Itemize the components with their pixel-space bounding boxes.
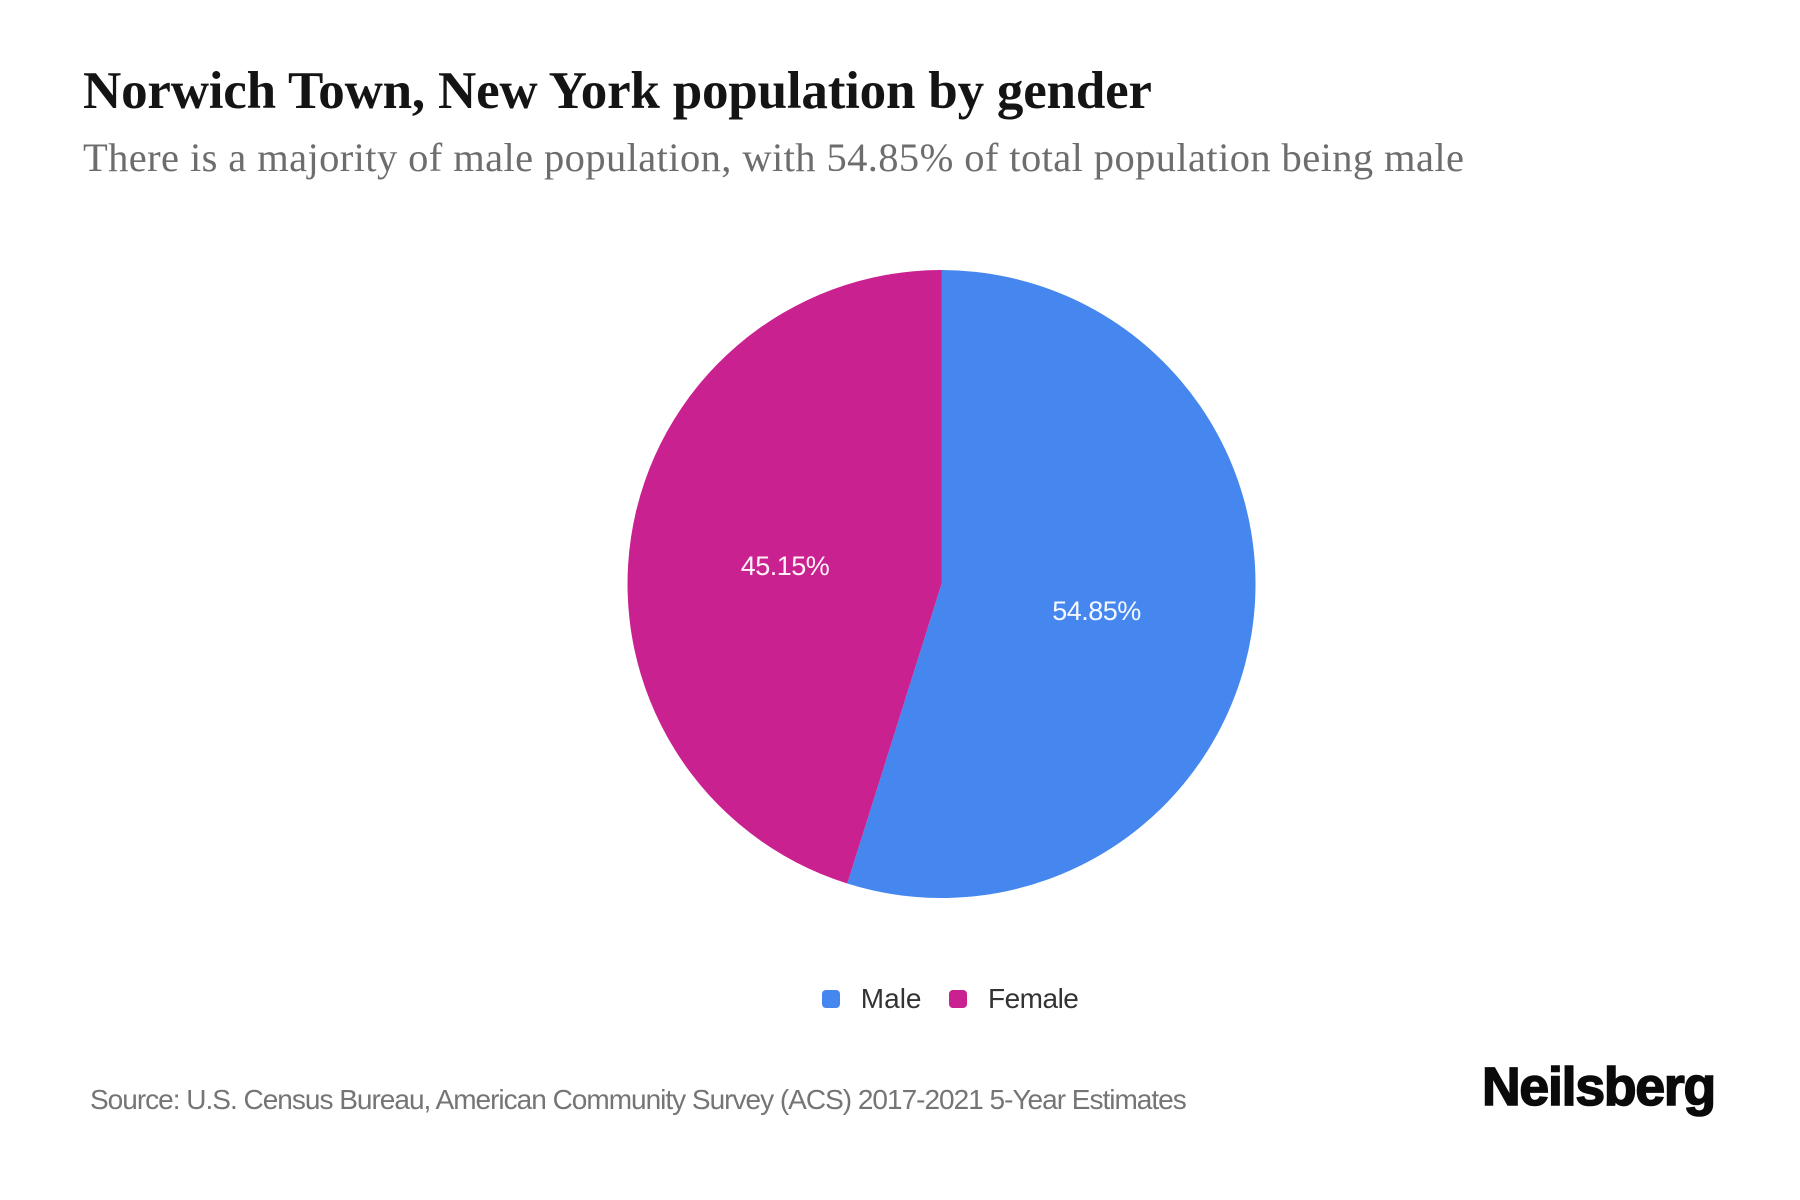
- svg-text:54.85%: 54.85%: [1052, 596, 1141, 626]
- svg-text:45.15%: 45.15%: [741, 551, 830, 581]
